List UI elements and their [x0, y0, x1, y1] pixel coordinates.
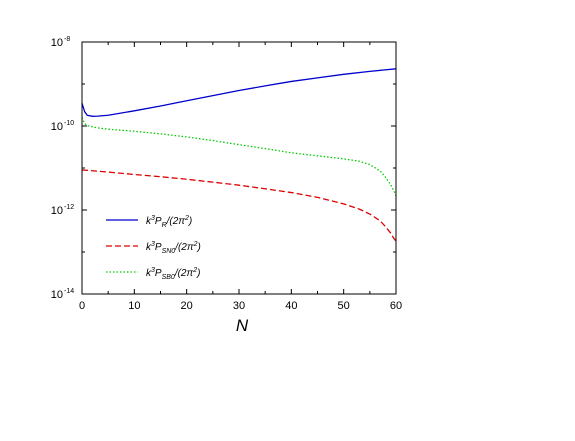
legend-label-part: 3	[151, 267, 155, 274]
legend-label-part: )	[196, 268, 200, 279]
legend-label-part: /(2π	[174, 242, 194, 253]
legend-entry: k3PSN0/(2π2)	[106, 241, 201, 255]
series-line-1	[81, 68, 397, 117]
x-tick-label: 60	[390, 300, 402, 312]
legend-label-part: 3	[151, 241, 155, 248]
series-line-3	[81, 117, 397, 196]
legend-label-part: )	[196, 242, 200, 253]
legend: k3PR/(2π2)k3PSN0/(2π2)k3PSB0/(2π2)	[106, 215, 201, 281]
y-tick-label: 10 -12	[51, 204, 74, 217]
x-tick-label: 10	[128, 300, 140, 312]
x-tick-label: 0	[79, 300, 85, 312]
legend-label-part: 3	[151, 215, 155, 222]
legend-label-part: k	[146, 242, 152, 253]
legend-label-part: 2	[192, 267, 197, 274]
legend-label: k3PR/(2π2)	[146, 215, 192, 229]
legend-label-part: P	[155, 216, 162, 227]
x-tick-label: 50	[338, 300, 350, 312]
x-tick-label: 30	[233, 300, 245, 312]
legend-label-part: 2	[184, 215, 189, 222]
x-axis-label: N	[236, 316, 249, 335]
legend-label-part: k	[146, 216, 152, 227]
legend-label-part: )	[188, 216, 192, 227]
y-tick-label: 10 -14	[51, 288, 74, 301]
legend-label-part: SN0	[162, 248, 176, 255]
y-tick-exponent: -14	[64, 288, 74, 295]
y-tick-base: 10	[51, 289, 63, 301]
legend-label: k3PSN0/(2π2)	[146, 241, 201, 255]
x-ticks: 0 10 20 30 40 50 60	[79, 42, 402, 312]
y-tick-exponent: -10	[64, 120, 74, 127]
y-tick-exponent: -12	[64, 204, 74, 211]
y-tick-label: 10 -8	[51, 36, 71, 49]
legend-label-part: P	[155, 268, 162, 279]
legend-label-part: /(2π	[174, 268, 194, 279]
legend-label-part: R	[162, 222, 167, 229]
x-tick-label: 40	[285, 300, 297, 312]
y-tick-exponent: -8	[64, 36, 70, 43]
series-layer	[81, 68, 397, 242]
legend-label-part: P	[155, 242, 162, 253]
y-tick-base: 10	[51, 37, 63, 49]
legend-entry: k3PSB0/(2π2)	[106, 267, 200, 281]
x-tick-label: 20	[181, 300, 193, 312]
legend-label-part: 2	[193, 241, 198, 248]
plot-frame	[81, 41, 397, 295]
legend-label-part: /(2π	[166, 216, 186, 227]
y-tick-base: 10	[51, 121, 63, 133]
legend-label: k3PSB0/(2π2)	[146, 267, 200, 281]
legend-entry: k3PR/(2π2)	[106, 215, 192, 229]
legend-label-part: SB0	[162, 274, 175, 281]
series-line-2	[81, 169, 397, 242]
y-tick-label: 10 -10	[51, 120, 74, 133]
legend-label-part: k	[146, 268, 152, 279]
y-tick-base: 10	[51, 205, 63, 217]
